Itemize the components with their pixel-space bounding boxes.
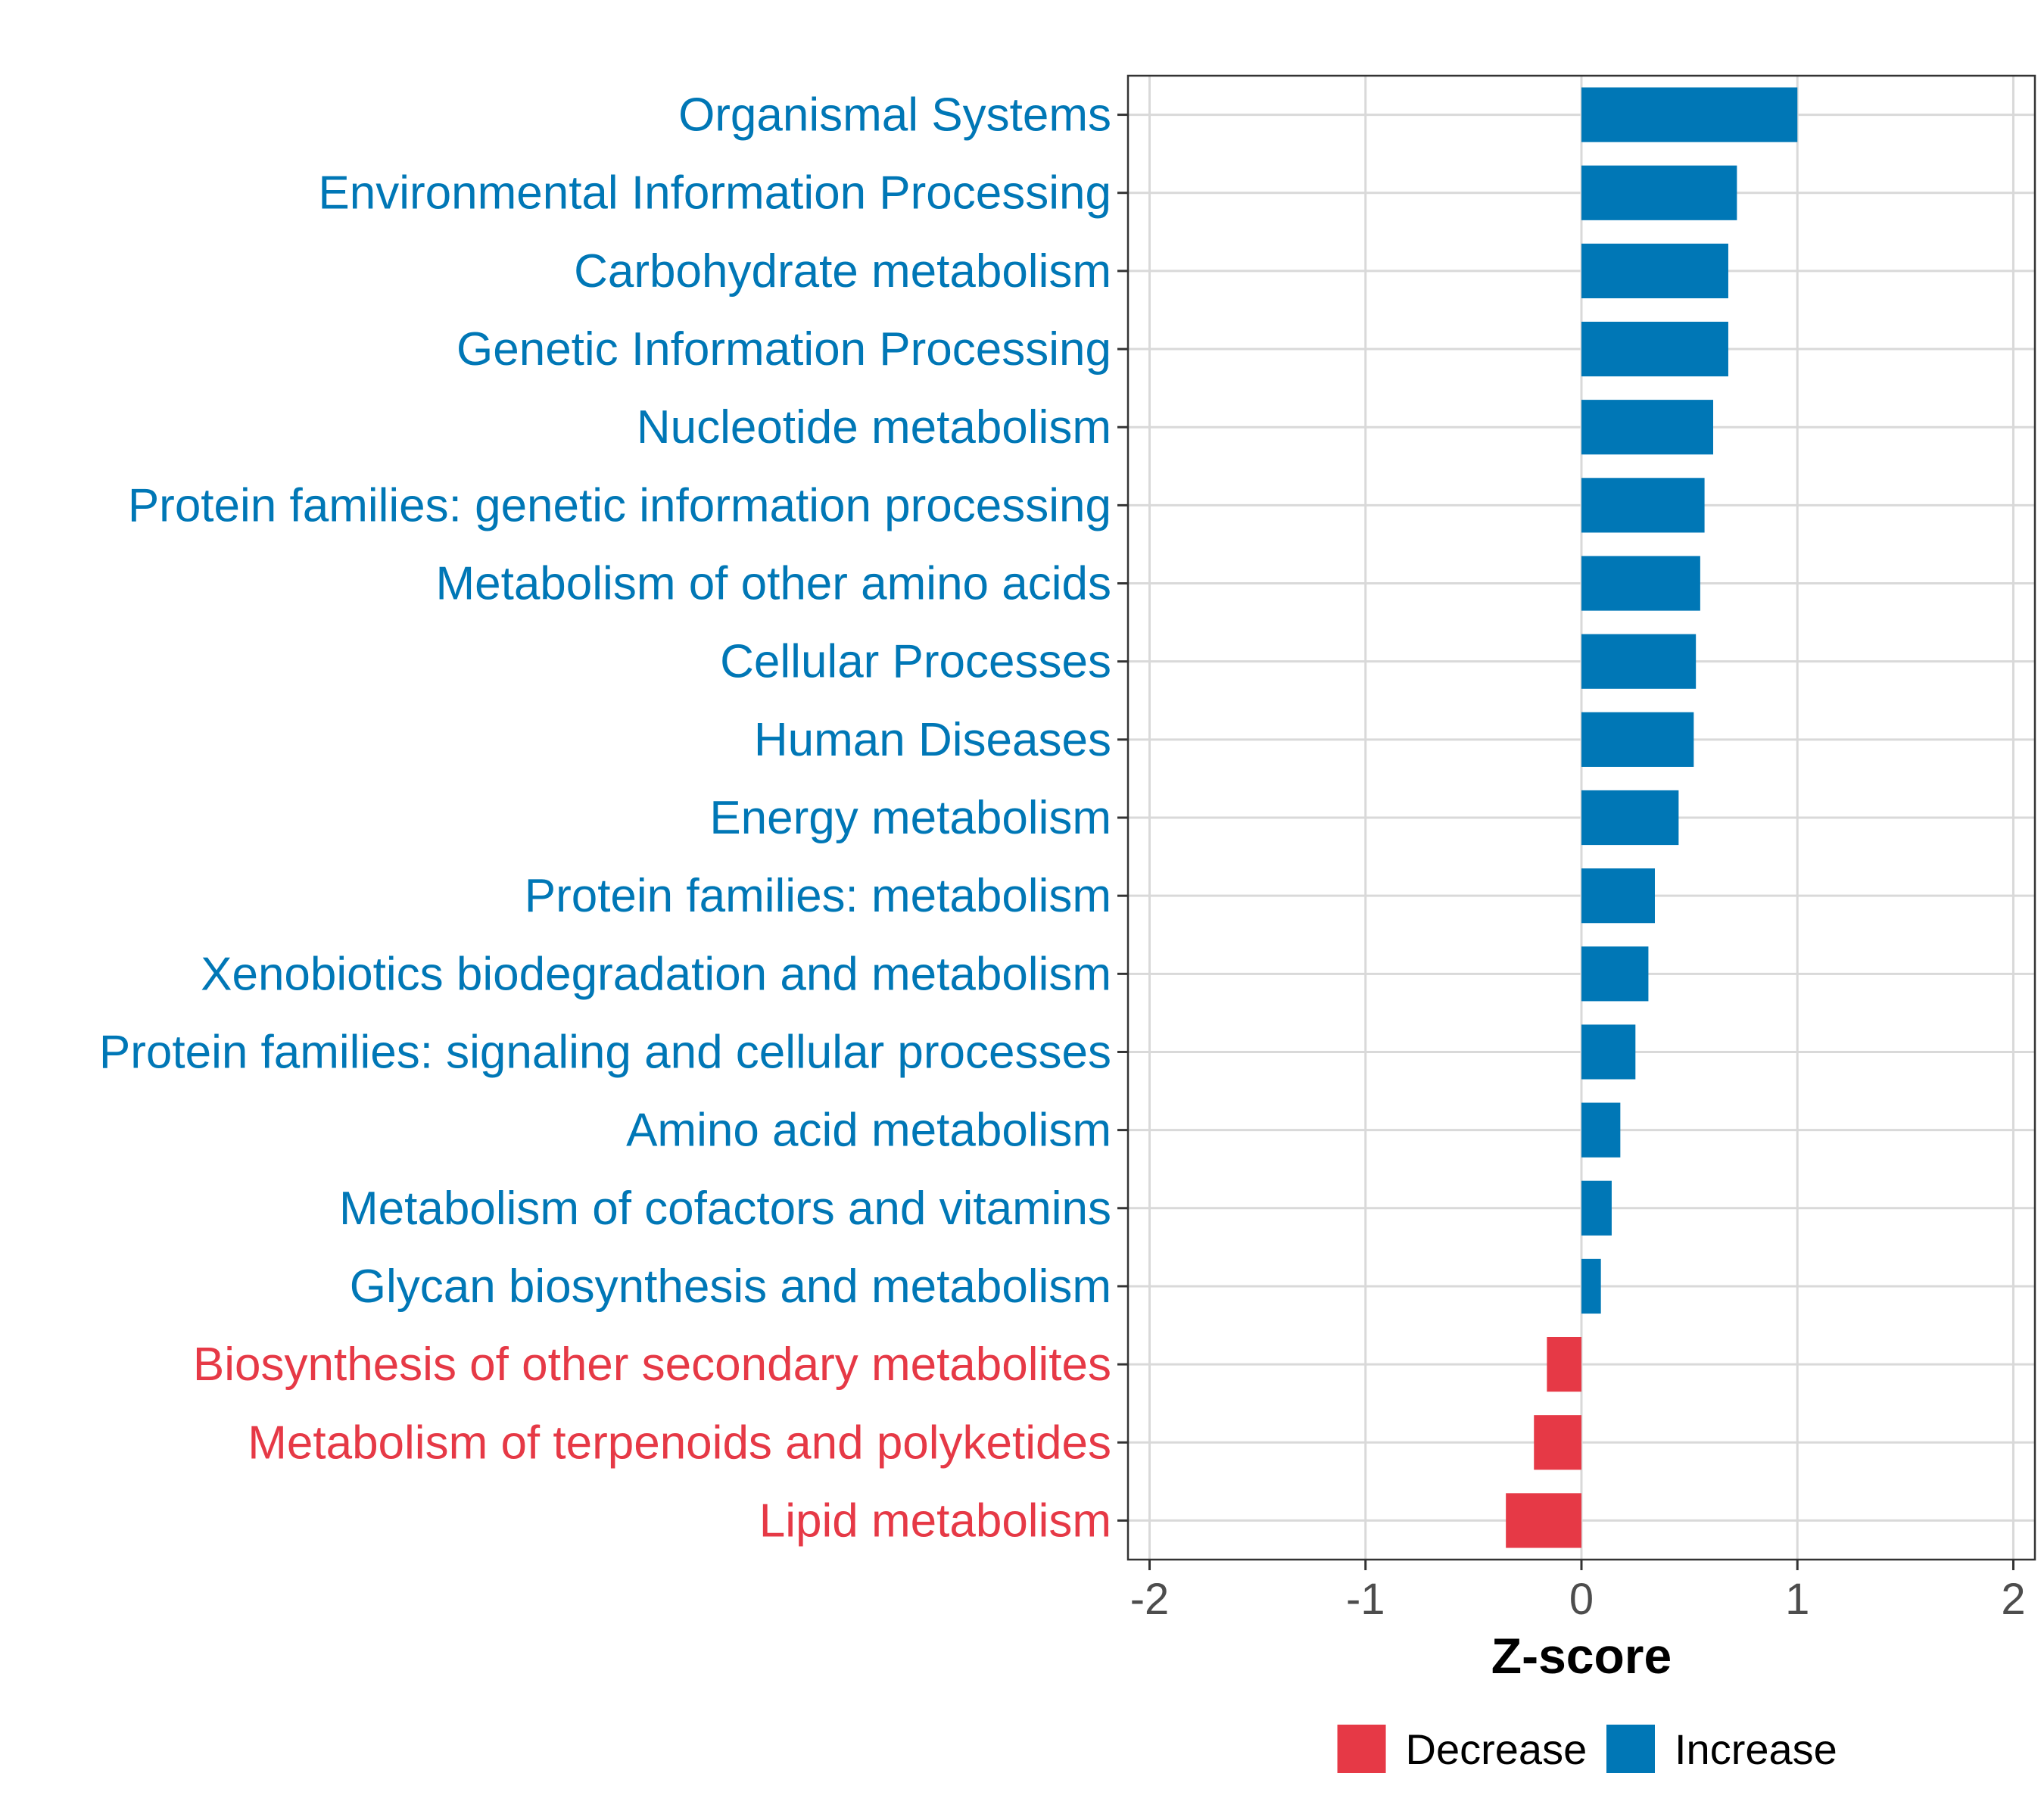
category-label: Glycan biosynthesis and metabolism [350,1261,1111,1313]
bar [1581,868,1655,924]
legend-key-increase [1606,1725,1655,1773]
category-label: Cellular Processes [720,636,1111,688]
bar [1581,400,1713,455]
category-label: Amino acid metabolism [626,1105,1111,1157]
category-label: Human Diseases [754,714,1111,766]
bar [1581,1180,1612,1236]
bar [1581,321,1728,377]
category-label: Protein families: metabolism [525,870,1111,922]
category-label: Protein families: signaling and cellular… [99,1026,1111,1078]
bar [1581,1024,1636,1080]
bar [1581,478,1705,533]
category-label: Nucleotide metabolism [637,401,1111,453]
bar [1581,243,1728,298]
category-label: Xenobiotics biodegradation and metabolis… [201,948,1111,1000]
category-label: Carbohydrate metabolism [574,245,1111,298]
bar [1534,1415,1581,1470]
category-label: Metabolism of terpenoids and polyketides [248,1417,1111,1469]
category-label: Lipid metabolism [759,1494,1111,1547]
bar [1581,946,1649,1002]
x-tick-label: -1 [1346,1575,1385,1624]
category-label: Organismal Systems [678,89,1111,142]
category-label: Environmental Information Processing [318,167,1111,220]
category-label: Protein families: genetic information pr… [128,479,1111,531]
bar [1581,87,1798,142]
bar [1581,1258,1601,1314]
bar [1581,712,1694,767]
bar [1581,1102,1621,1158]
x-axis-title: Z-score [1491,1628,1672,1684]
category-label: Genetic Information Processing [456,323,1111,376]
bars [1506,87,1798,1548]
x-tick-label: 0 [1569,1575,1594,1624]
bar [1581,556,1700,611]
category-label: Metabolism of other amino acids [435,558,1111,610]
bar [1506,1493,1581,1548]
legend-key-decrease [1337,1725,1386,1773]
y-axis-category-labels: Organismal Systems Environmental Informat… [99,89,1111,1547]
bar [1581,165,1737,220]
x-axis-ticks: -2 -1 0 1 2 [1130,1560,2026,1624]
category-label: Energy metabolism [709,792,1111,844]
x-tick-label: 2 [2001,1575,2025,1624]
bar [1581,790,1679,846]
legend-label-decrease: Decrease [1406,1725,1588,1773]
category-label: Metabolism of cofactors and vitamins [339,1183,1111,1235]
legend-label-increase: Increase [1675,1725,1837,1773]
y-axis-ticks [1117,114,1128,1522]
category-label: Biosynthesis of other secondary metaboli… [193,1339,1111,1391]
bar [1581,634,1697,689]
x-tick-label: -2 [1130,1575,1170,1624]
x-tick-label: 1 [1785,1575,1809,1624]
bar [1547,1337,1581,1392]
legend: Decrease Increase [1337,1725,1837,1773]
